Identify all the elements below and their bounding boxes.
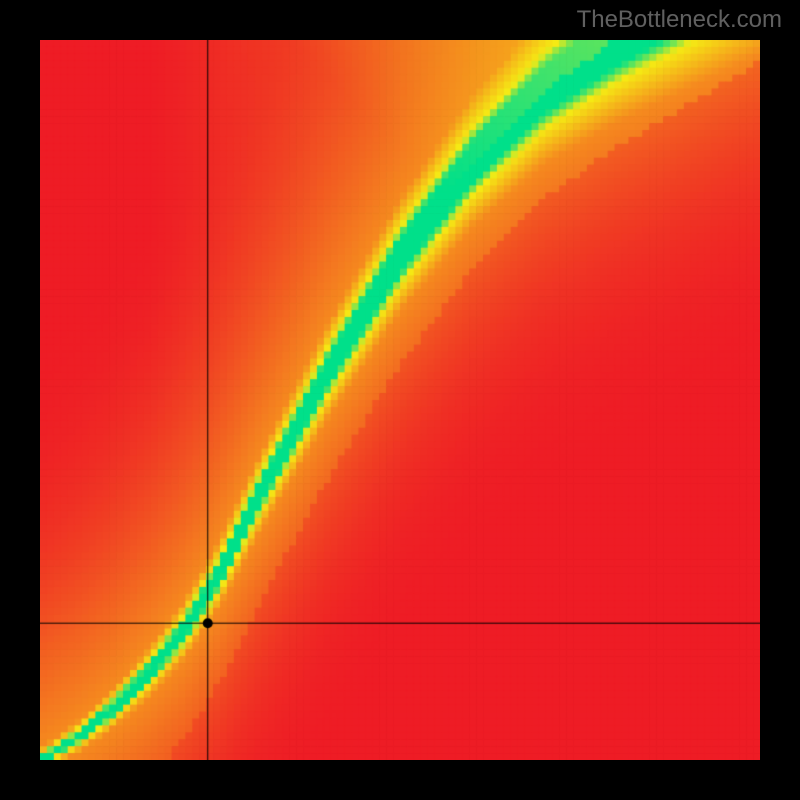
chart-container: TheBottleneck.com bbox=[0, 0, 800, 800]
watermark-text: TheBottleneck.com bbox=[577, 6, 782, 34]
heatmap-canvas bbox=[40, 40, 760, 760]
plot-area bbox=[40, 40, 760, 760]
